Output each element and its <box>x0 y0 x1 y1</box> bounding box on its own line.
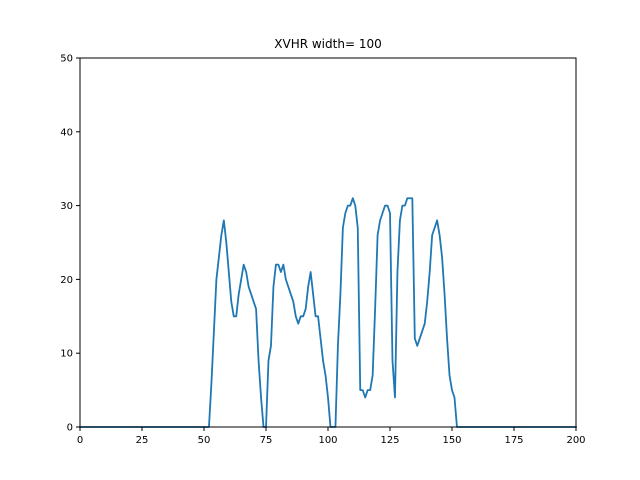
chart-title: XVHR width= 100 <box>274 37 381 51</box>
x-tick-label: 125 <box>380 435 399 446</box>
series-line-0 <box>79 197 577 428</box>
x-tick-label: 175 <box>504 435 523 446</box>
x-tick-label: 75 <box>260 435 273 446</box>
series-layer <box>79 197 577 428</box>
x-tick-label: 0 <box>77 435 83 446</box>
x-tick-label: 100 <box>318 435 337 446</box>
axes-frame <box>79 57 577 428</box>
y-tick-label: 0 <box>67 423 73 434</box>
y-tick-label: 40 <box>60 127 73 138</box>
x-tick-label: 200 <box>566 435 585 446</box>
axes-layer: 0 25 50 75 100 125 150 175 200 0 10 20 30 40 50 <box>60 54 585 447</box>
x-tick-label: 50 <box>198 435 211 446</box>
x-tick-label: 25 <box>136 435 149 446</box>
y-tick-label: 20 <box>60 275 73 286</box>
x-tick-label: 150 <box>442 435 461 446</box>
y-tick-label: 30 <box>60 201 73 212</box>
y-tick-label: 10 <box>60 349 73 360</box>
y-tick-label: 50 <box>60 54 73 65</box>
